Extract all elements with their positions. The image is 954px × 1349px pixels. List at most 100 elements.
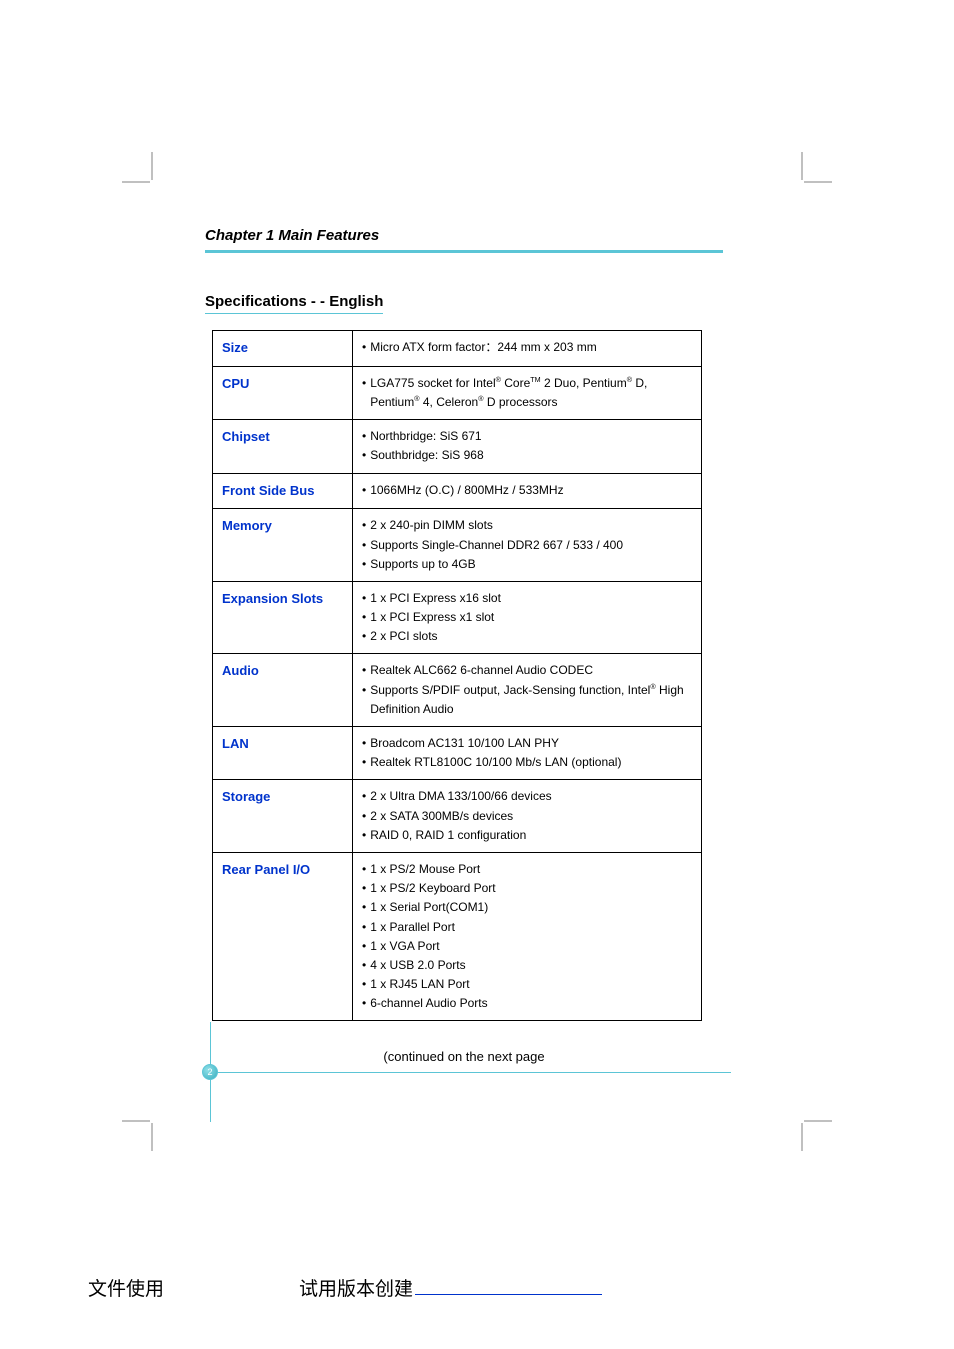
spec-value-item: •Supports Single-Channel DDR2 667 / 533 …: [362, 536, 692, 555]
page-number-circle: 2: [202, 1064, 218, 1080]
spec-table: Size•Micro ATX form factor：244 mm x 203 …: [212, 330, 702, 1021]
spec-value: •LGA775 socket for Intel® CoreTM 2 Duo, …: [353, 366, 702, 419]
spec-value: •Broadcom AC131 10/100 LAN PHY•Realtek R…: [353, 727, 702, 780]
section-title: Specifications - - English: [205, 293, 383, 314]
spec-label: CPU: [213, 366, 353, 419]
spec-value: •Realtek ALC662 6-channel Audio CODEC•Su…: [353, 654, 702, 727]
footer-underline: [415, 1294, 602, 1295]
footer-middle-text: 试用版本创建: [299, 1274, 413, 1301]
spec-value-item: •1066MHz (O.C) / 800MHz / 533MHz: [362, 481, 692, 500]
bullet-icon: •: [362, 374, 366, 393]
spec-value-text: 1 x VGA Port: [370, 937, 439, 956]
spec-value: •1066MHz (O.C) / 800MHz / 533MHz: [353, 473, 702, 509]
bullet-icon: •: [362, 787, 366, 806]
spec-label: Storage: [213, 780, 353, 853]
spec-value-item: •LGA775 socket for Intel® CoreTM 2 Duo, …: [362, 374, 692, 412]
bullet-icon: •: [362, 994, 366, 1013]
table-row: Expansion Slots•1 x PCI Express x16 slot…: [213, 581, 702, 654]
spec-value-text: 1066MHz (O.C) / 800MHz / 533MHz: [370, 481, 563, 500]
spec-label: LAN: [213, 727, 353, 780]
spec-value: •1 x PCI Express x16 slot•1 x PCI Expres…: [353, 581, 702, 654]
spec-value-item: •Supports S/PDIF output, Jack-Sensing fu…: [362, 681, 692, 719]
bullet-icon: •: [362, 338, 366, 357]
spec-value-item: •2 x Ultra DMA 133/100/66 devices: [362, 787, 692, 806]
spec-value-item: •4 x USB 2.0 Ports: [362, 956, 692, 975]
spec-value-text: RAID 0, RAID 1 configuration: [370, 826, 526, 845]
chapter-title: Chapter 1 Main Features: [205, 227, 723, 253]
spec-value-item: •1 x PCI Express x1 slot: [362, 608, 692, 627]
table-row: Front Side Bus •1066MHz (O.C) / 800MHz / …: [213, 473, 702, 509]
spec-value-text: 1 x PCI Express x1 slot: [370, 608, 494, 627]
spec-value-text: 1 x Serial Port(COM1): [370, 898, 488, 917]
bullet-icon: •: [362, 516, 366, 535]
table-row: Chipset•Northbridge: SiS 671•Southbridge…: [213, 420, 702, 473]
page-number-horizontal-line: [211, 1072, 731, 1073]
spec-value-text: 1 x PCI Express x16 slot: [370, 589, 501, 608]
spec-value-item: •2 x 240-pin DIMM slots: [362, 516, 692, 535]
spec-value-text: 2 x SATA 300MB/s devices: [370, 807, 513, 826]
bullet-icon: •: [362, 661, 366, 680]
crop-mark-top-left: [122, 152, 162, 192]
table-row: LAN•Broadcom AC131 10/100 LAN PHY•Realte…: [213, 727, 702, 780]
table-row: Storage•2 x Ultra DMA 133/100/66 devices…: [213, 780, 702, 853]
spec-value-item: •Realtek RTL8100C 10/100 Mb/s LAN (optio…: [362, 753, 692, 772]
spec-label: Size: [213, 331, 353, 367]
spec-value-text: Realtek ALC662 6-channel Audio CODEC: [370, 661, 593, 680]
bullet-icon: •: [362, 918, 366, 937]
bullet-icon: •: [362, 956, 366, 975]
bullet-icon: •: [362, 826, 366, 845]
spec-value-text: 6-channel Audio Ports: [370, 994, 487, 1013]
table-row: Size •Micro ATX form factor：244 mm x 203 …: [213, 331, 702, 367]
spec-value-item: •6-channel Audio Ports: [362, 994, 692, 1013]
page-number: 2: [207, 1067, 212, 1077]
bullet-icon: •: [362, 807, 366, 826]
footer-left-text: 文件使用: [88, 1274, 164, 1301]
page-content: Chapter 1 Main Features Specifications -…: [205, 227, 723, 1064]
spec-value-item: •1 x PS/2 Keyboard Port: [362, 879, 692, 898]
bullet-icon: •: [362, 481, 366, 500]
bullet-icon: •: [362, 608, 366, 627]
spec-value-item: •Micro ATX form factor：244 mm x 203 mm: [362, 338, 692, 357]
spec-label: Expansion Slots: [213, 581, 353, 654]
spec-value: •2 x Ultra DMA 133/100/66 devices•2 x SA…: [353, 780, 702, 853]
spec-value-item: •1 x PS/2 Mouse Port: [362, 860, 692, 879]
spec-value-item: •1 x PCI Express x16 slot: [362, 589, 692, 608]
spec-value-text: Broadcom AC131 10/100 LAN PHY: [370, 734, 559, 753]
spec-label: Front Side Bus: [213, 473, 353, 509]
bullet-icon: •: [362, 427, 366, 446]
crop-mark-bottom-right: [792, 1111, 832, 1151]
spec-label: Rear Panel I/O: [213, 852, 353, 1021]
spec-value-item: •Northbridge: SiS 671: [362, 427, 692, 446]
spec-value-item: •Realtek ALC662 6-channel Audio CODEC: [362, 661, 692, 680]
spec-value-text: Realtek RTL8100C 10/100 Mb/s LAN (option…: [370, 753, 621, 772]
spec-value-text: Micro ATX form factor：244 mm x 203 mm: [370, 338, 597, 357]
spec-value: •1 x PS/2 Mouse Port•1 x PS/2 Keyboard P…: [353, 852, 702, 1021]
bullet-icon: •: [362, 860, 366, 879]
crop-mark-top-right: [792, 152, 832, 192]
spec-value-item: •Broadcom AC131 10/100 LAN PHY: [362, 734, 692, 753]
spec-value-item: •RAID 0, RAID 1 configuration: [362, 826, 692, 845]
bullet-icon: •: [362, 589, 366, 608]
spec-value-text: 1 x RJ45 LAN Port: [370, 975, 469, 994]
page-number-decoration: 2: [192, 1012, 732, 1092]
spec-value-text: Supports Single-Channel DDR2 667 / 533 /…: [370, 536, 623, 555]
spec-label: Audio: [213, 654, 353, 727]
table-row: Rear Panel I/O•1 x PS/2 Mouse Port•1 x P…: [213, 852, 702, 1021]
spec-value-text: 1 x Parallel Port: [370, 918, 455, 937]
spec-value-text: LGA775 socket for Intel® CoreTM 2 Duo, P…: [370, 374, 692, 412]
spec-value: •Northbridge: SiS 671•Southbridge: SiS 9…: [353, 420, 702, 473]
spec-value-text: Northbridge: SiS 671: [370, 427, 481, 446]
spec-value-text: 1 x PS/2 Keyboard Port: [370, 879, 495, 898]
spec-value-item: •1 x RJ45 LAN Port: [362, 975, 692, 994]
bullet-icon: •: [362, 446, 366, 465]
crop-mark-bottom-left: [122, 1111, 162, 1151]
table-row: Memory•2 x 240-pin DIMM slots•Supports S…: [213, 509, 702, 582]
spec-value-text: Southbridge: SiS 968: [370, 446, 483, 465]
spec-value-item: •1 x Serial Port(COM1): [362, 898, 692, 917]
table-row: CPU•LGA775 socket for Intel® CoreTM 2 Du…: [213, 366, 702, 419]
bullet-icon: •: [362, 898, 366, 917]
spec-value: •2 x 240-pin DIMM slots•Supports Single-…: [353, 509, 702, 582]
spec-label: Chipset: [213, 420, 353, 473]
footer: 文件使用 试用版本创建: [88, 1274, 868, 1301]
spec-value-item: •2 x PCI slots: [362, 627, 692, 646]
